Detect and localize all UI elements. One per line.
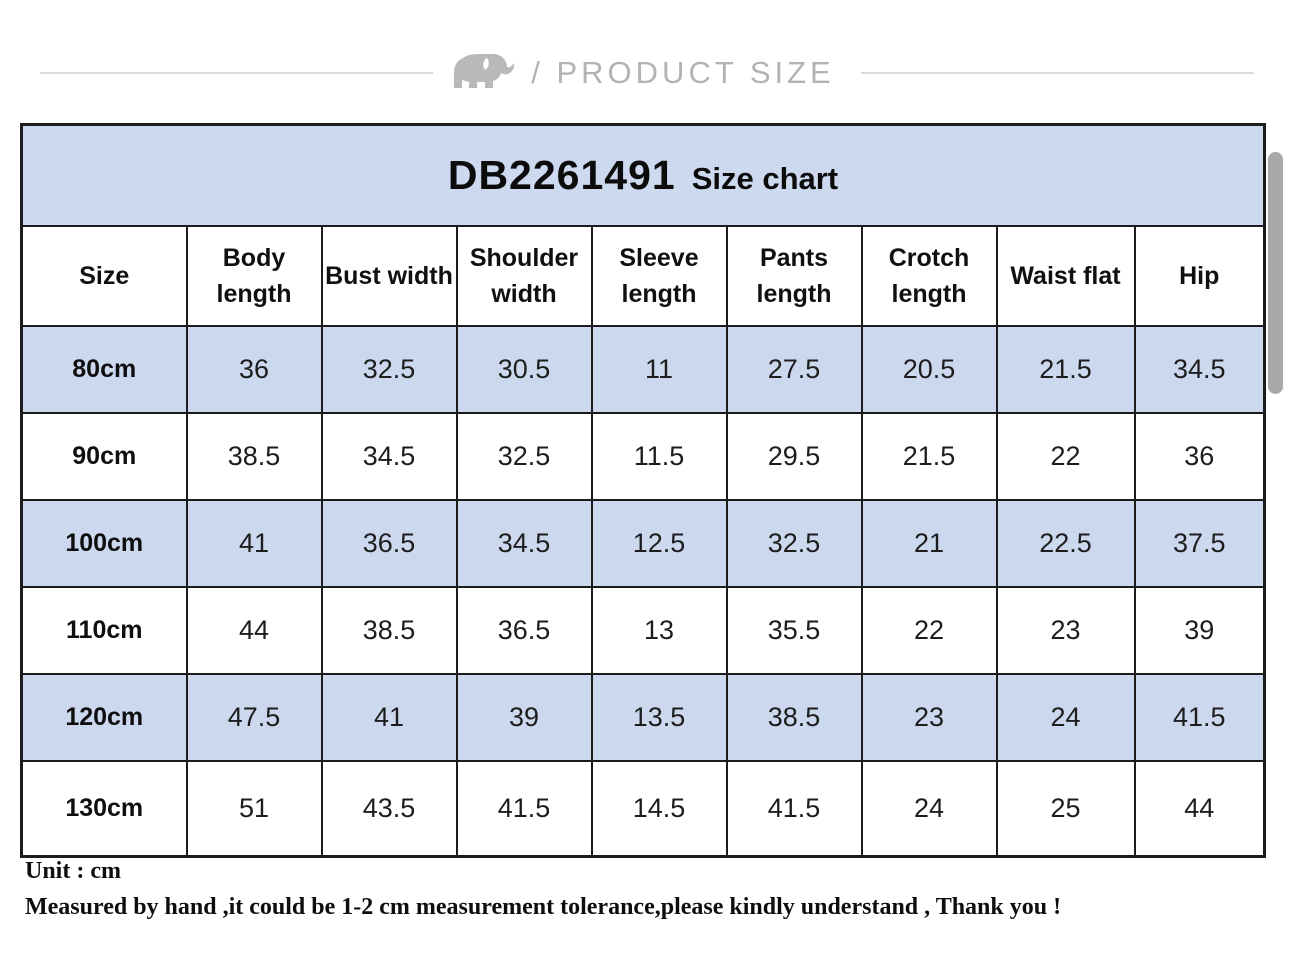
elephant-logo-icon xyxy=(449,48,519,99)
value-cell: 39 xyxy=(1133,586,1266,675)
value-cell: 41 xyxy=(320,673,458,762)
table-row: 130cm 51 43.5 41.5 14.5 41.5 24 25 44 xyxy=(20,760,1266,858)
value-cell: 47.5 xyxy=(185,673,323,762)
value-cell: 41.5 xyxy=(1133,673,1266,762)
value-cell: 20.5 xyxy=(860,325,998,414)
value-cell: 34.5 xyxy=(320,412,458,501)
value-cell: 34.5 xyxy=(1133,325,1266,414)
size-cell: 130cm xyxy=(20,760,188,858)
table-row: 90cm 38.5 34.5 32.5 11.5 29.5 21.5 22 36 xyxy=(20,412,1266,501)
value-cell: 38.5 xyxy=(725,673,863,762)
value-cell: 35.5 xyxy=(725,586,863,675)
value-cell: 30.5 xyxy=(455,325,593,414)
value-cell: 36 xyxy=(185,325,323,414)
column-header-waist-flat: Waist flat xyxy=(995,225,1136,327)
value-cell: 29.5 xyxy=(725,412,863,501)
value-cell: 11.5 xyxy=(590,412,728,501)
value-cell: 51 xyxy=(185,760,323,858)
column-header-shoulder-width: Shoulder width xyxy=(455,225,593,327)
value-cell: 25 xyxy=(995,760,1136,858)
value-cell: 13.5 xyxy=(590,673,728,762)
value-cell: 44 xyxy=(1133,760,1266,858)
size-cell: 110cm xyxy=(20,586,188,675)
value-cell: 21 xyxy=(860,499,998,588)
value-cell: 14.5 xyxy=(590,760,728,858)
value-cell: 36.5 xyxy=(455,586,593,675)
column-header-crotch-length: Crotch length xyxy=(860,225,998,327)
column-header-body-length: Body length xyxy=(185,225,323,327)
footer-notes: Unit : cm Measured by hand ,it could be … xyxy=(25,856,1270,922)
value-cell: 38.5 xyxy=(320,586,458,675)
value-cell: 36 xyxy=(1133,412,1266,501)
value-cell: 22.5 xyxy=(995,499,1136,588)
value-cell: 32.5 xyxy=(455,412,593,501)
value-cell: 23 xyxy=(995,586,1136,675)
value-cell: 43.5 xyxy=(320,760,458,858)
table-title: DB2261491 Size chart xyxy=(20,123,1266,227)
unit-note: Unit : cm xyxy=(25,858,121,884)
value-cell: 21.5 xyxy=(995,325,1136,414)
table-title-row: DB2261491 Size chart xyxy=(20,123,1266,227)
scrollbar-thumb[interactable] xyxy=(1268,152,1283,394)
table-row: 120cm 47.5 41 39 13.5 38.5 23 24 41.5 xyxy=(20,673,1266,762)
size-cell: 100cm xyxy=(20,499,188,588)
value-cell: 32.5 xyxy=(320,325,458,414)
banner-title: / PRODUCT SIZE xyxy=(531,55,835,90)
value-cell: 22 xyxy=(860,586,998,675)
table-row: 110cm 44 38.5 36.5 13 35.5 22 23 39 xyxy=(20,586,1266,675)
column-header-pants-length: Pants length xyxy=(725,225,863,327)
size-cell: 90cm xyxy=(20,412,188,501)
value-cell: 21.5 xyxy=(860,412,998,501)
value-cell: 36.5 xyxy=(320,499,458,588)
size-cell: 120cm xyxy=(20,673,188,762)
value-cell: 13 xyxy=(590,586,728,675)
value-cell: 41.5 xyxy=(455,760,593,858)
value-cell: 12.5 xyxy=(590,499,728,588)
value-cell: 11 xyxy=(590,325,728,414)
tolerance-note: Measured by hand ,it could be 1-2 cm mea… xyxy=(25,894,1062,920)
size-cell: 80cm xyxy=(20,325,188,414)
column-header-size: Size xyxy=(20,225,188,327)
banner-rule-left xyxy=(40,72,434,74)
value-cell: 23 xyxy=(860,673,998,762)
product-code: DB2261491 xyxy=(447,152,676,198)
value-cell: 41.5 xyxy=(725,760,863,858)
value-cell: 38.5 xyxy=(185,412,323,501)
value-cell: 22 xyxy=(995,412,1136,501)
product-size-banner: / PRODUCT SIZE xyxy=(40,50,1254,96)
value-cell: 27.5 xyxy=(725,325,863,414)
value-cell: 41 xyxy=(185,499,323,588)
column-header-hip: Hip xyxy=(1133,225,1266,327)
banner-rule-right xyxy=(860,72,1254,74)
value-cell: 44 xyxy=(185,586,323,675)
value-cell: 32.5 xyxy=(725,499,863,588)
size-chart-table: DB2261491 Size chart Size Body length Bus… xyxy=(20,123,1266,858)
column-header-bust-width: Bust width xyxy=(320,225,458,327)
value-cell: 24 xyxy=(860,760,998,858)
table-row: 100cm 41 36.5 34.5 12.5 32.5 21 22.5 37.… xyxy=(20,499,1266,588)
value-cell: 34.5 xyxy=(455,499,593,588)
value-cell: 39 xyxy=(455,673,593,762)
value-cell: 24 xyxy=(995,673,1136,762)
table-row: 80cm 36 32.5 30.5 11 27.5 20.5 21.5 34.5 xyxy=(20,325,1266,414)
value-cell: 37.5 xyxy=(1133,499,1266,588)
column-header-sleeve-length: Sleeve length xyxy=(590,225,728,327)
table-header-row: Size Body length Bust width Shoulder wid… xyxy=(20,225,1266,327)
table-title-label: Size chart xyxy=(691,161,839,196)
